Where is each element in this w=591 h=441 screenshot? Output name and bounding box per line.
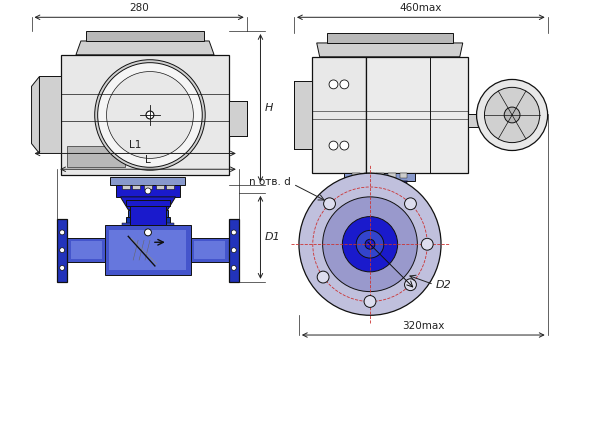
- Polygon shape: [229, 219, 239, 282]
- Polygon shape: [327, 33, 453, 43]
- Circle shape: [340, 141, 349, 150]
- Polygon shape: [86, 31, 204, 41]
- Polygon shape: [126, 217, 170, 223]
- Circle shape: [323, 197, 417, 292]
- Circle shape: [60, 230, 64, 235]
- Polygon shape: [156, 185, 164, 189]
- Polygon shape: [31, 76, 40, 153]
- Polygon shape: [122, 185, 130, 189]
- Circle shape: [476, 79, 548, 150]
- Polygon shape: [132, 185, 140, 189]
- Text: D1: D1: [264, 232, 280, 242]
- Polygon shape: [165, 185, 174, 189]
- Polygon shape: [191, 238, 229, 262]
- Circle shape: [405, 279, 417, 291]
- Polygon shape: [76, 41, 214, 55]
- Polygon shape: [67, 146, 125, 167]
- Circle shape: [356, 230, 384, 258]
- Polygon shape: [366, 57, 467, 173]
- Circle shape: [340, 80, 349, 89]
- Circle shape: [106, 71, 193, 158]
- Polygon shape: [388, 173, 395, 178]
- Circle shape: [504, 107, 520, 123]
- Polygon shape: [105, 225, 191, 275]
- Text: D2: D2: [436, 280, 452, 290]
- Circle shape: [60, 248, 64, 253]
- Circle shape: [299, 173, 441, 315]
- Circle shape: [146, 111, 154, 119]
- Polygon shape: [364, 173, 372, 178]
- Polygon shape: [128, 210, 168, 217]
- Circle shape: [60, 265, 64, 270]
- Text: n отв. d: n отв. d: [249, 177, 290, 187]
- Circle shape: [317, 271, 329, 283]
- Circle shape: [405, 198, 417, 209]
- Polygon shape: [366, 208, 394, 215]
- Polygon shape: [376, 173, 384, 178]
- Circle shape: [231, 265, 236, 270]
- Polygon shape: [109, 230, 187, 270]
- Circle shape: [329, 141, 338, 150]
- Polygon shape: [467, 114, 485, 127]
- Polygon shape: [352, 173, 360, 178]
- Text: 320max: 320max: [402, 321, 444, 331]
- Circle shape: [145, 229, 151, 236]
- Polygon shape: [124, 227, 171, 230]
- Text: H: H: [264, 103, 273, 113]
- Circle shape: [329, 80, 338, 89]
- Polygon shape: [40, 76, 61, 153]
- Polygon shape: [61, 55, 229, 175]
- Polygon shape: [130, 206, 165, 225]
- Polygon shape: [194, 241, 225, 259]
- Polygon shape: [229, 101, 246, 136]
- Circle shape: [95, 60, 205, 170]
- Circle shape: [145, 188, 151, 194]
- Text: L1: L1: [129, 139, 141, 149]
- Polygon shape: [116, 185, 180, 197]
- Polygon shape: [67, 238, 105, 262]
- Circle shape: [231, 248, 236, 253]
- Polygon shape: [312, 57, 366, 173]
- Circle shape: [365, 239, 375, 249]
- Text: 280: 280: [129, 4, 149, 13]
- Polygon shape: [144, 185, 152, 189]
- Polygon shape: [400, 173, 408, 178]
- Circle shape: [421, 238, 433, 250]
- Circle shape: [324, 198, 336, 209]
- Polygon shape: [71, 241, 102, 259]
- Polygon shape: [485, 116, 491, 125]
- Text: L: L: [145, 155, 151, 165]
- Polygon shape: [345, 173, 415, 181]
- Circle shape: [231, 230, 236, 235]
- Circle shape: [342, 217, 398, 272]
- Polygon shape: [57, 219, 67, 282]
- Polygon shape: [126, 200, 170, 206]
- Polygon shape: [111, 177, 186, 185]
- Circle shape: [364, 295, 376, 307]
- Polygon shape: [352, 181, 408, 195]
- Polygon shape: [362, 195, 398, 208]
- Polygon shape: [121, 197, 176, 210]
- Polygon shape: [122, 223, 174, 227]
- Circle shape: [485, 87, 540, 142]
- Text: 460max: 460max: [400, 4, 442, 13]
- Polygon shape: [294, 82, 312, 149]
- Circle shape: [98, 63, 202, 167]
- Polygon shape: [317, 43, 463, 57]
